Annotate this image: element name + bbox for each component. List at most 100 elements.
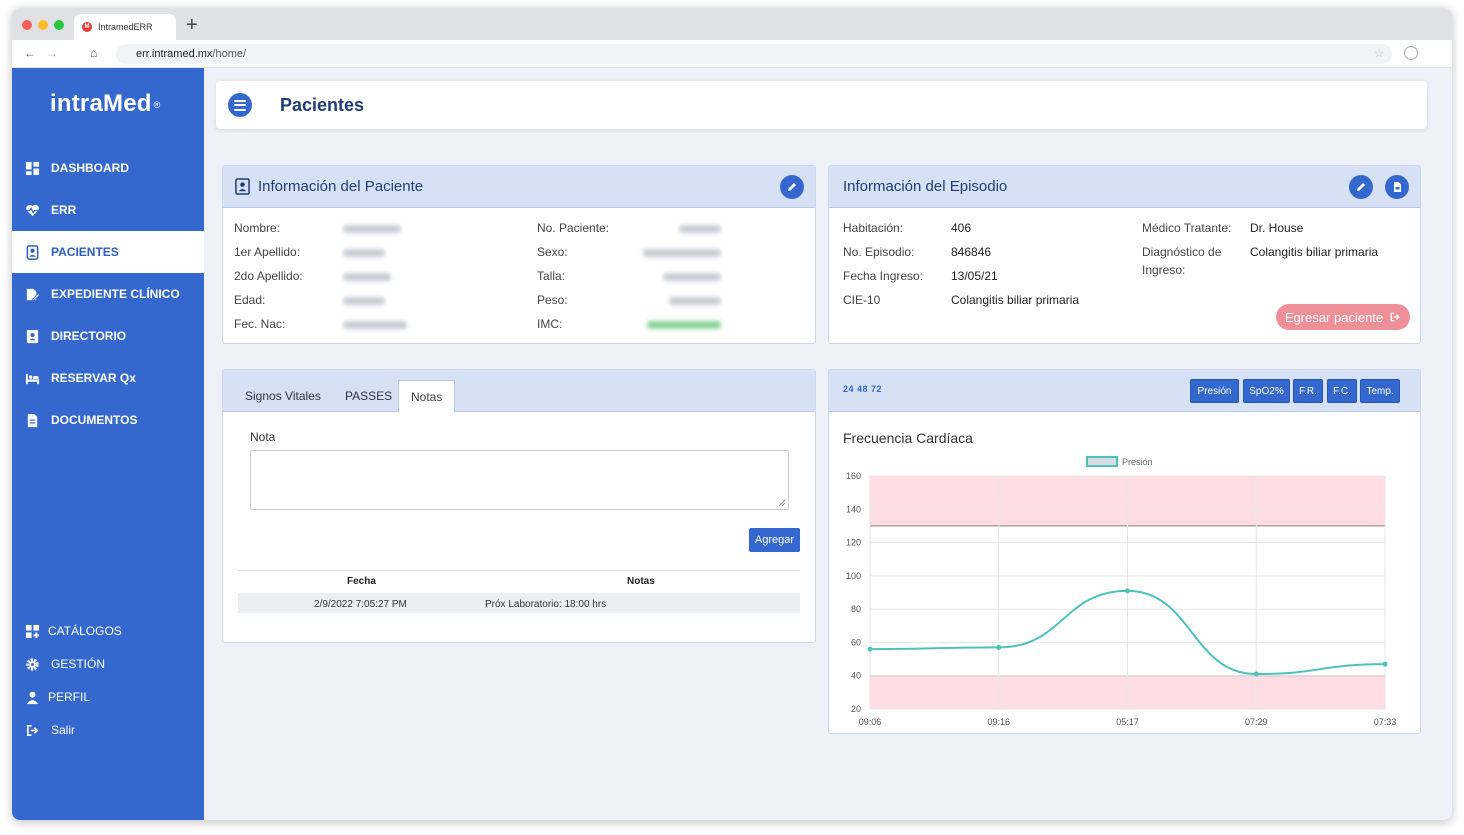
pdf-document-icon — [1394, 182, 1401, 192]
bed-icon — [24, 370, 40, 386]
nota-label: Nota — [250, 430, 276, 444]
x-tick-label: 05:17 — [1116, 717, 1139, 727]
browser-profile-icon[interactable] — [1404, 46, 1418, 60]
sidebar-item-label: GESTIÓN — [51, 657, 106, 671]
data-point — [1125, 588, 1130, 594]
diagnostico-value: Colangitis biliar primaria — [1250, 245, 1379, 259]
patient-info-title: Información del Paciente — [258, 178, 424, 195]
tab-passes[interactable]: PASSES — [345, 389, 393, 403]
sidebar-item-perfil[interactable]: PERFIL — [12, 680, 204, 714]
patient-badge-icon — [24, 244, 40, 260]
menu-toggle-icon[interactable] — [228, 93, 252, 117]
back-arrow-icon[interactable]: ← — [24, 46, 36, 60]
data-point — [1253, 671, 1259, 677]
sidebar-item-catalogos[interactable]: CATÁLOGOS — [12, 614, 204, 648]
sidebar: intraMed ® DASHBOARD ERR PACIENTES EXPEDI… — [12, 68, 204, 820]
sidebar-item-directorio[interactable]: DIRECTORIO — [12, 315, 204, 357]
field-label-talla: Talla: — [537, 269, 566, 283]
field-label-edad: Edad: — [234, 293, 266, 307]
x-tick-label: 07:29 — [1245, 717, 1268, 727]
new-tab-plus-icon[interactable]: + — [186, 14, 198, 36]
blurred-value — [343, 273, 391, 281]
episode-info-title: Información del Episodio — [843, 178, 1008, 195]
heart-rate-chart: Presión 20 40 60 80 100 120 140 160 09:06 09:16 05:… — [846, 456, 1396, 727]
sidebar-item-expediente-clinico[interactable]: EXPEDIENTE CLÍNICO — [12, 273, 204, 315]
browser-tab[interactable]: M IntramedERR — [74, 14, 176, 40]
catalog-grid-icon — [24, 623, 40, 639]
y-tick-label: 140 — [846, 504, 861, 514]
tab-signos-vitales[interactable]: Signos Vitales — [245, 389, 321, 403]
edit-patient-button[interactable] — [780, 175, 804, 199]
legend-swatch — [1086, 456, 1118, 467]
notes-card: Signos Vitales PASSES Notas Nota Agregar… — [222, 369, 816, 643]
minimize-window-button[interactable] — [38, 20, 48, 30]
blurred-value — [669, 297, 721, 305]
maximize-window-button[interactable] — [54, 20, 64, 30]
spo2-button[interactable]: SpO2% — [1243, 379, 1290, 403]
field-label-no-paciente: No. Paciente: — [537, 221, 610, 235]
field-label-sexo: Sexo: — [537, 245, 568, 259]
legend-label: Presión — [1122, 457, 1153, 467]
resize-grip-icon[interactable] — [776, 497, 786, 507]
temp-button[interactable]: Temp. — [1360, 379, 1400, 403]
blurred-value — [343, 321, 407, 329]
y-tick-label: 20 — [851, 704, 861, 714]
blurred-value — [679, 225, 721, 233]
fecha-ingreso-value: 13/05/21 — [951, 269, 998, 283]
edit-episode-button[interactable] — [1349, 175, 1373, 199]
field-label-peso: Peso: — [537, 293, 568, 307]
forward-arrow-icon[interactable]: → — [46, 46, 58, 60]
x-tick-label: 09:06 — [859, 717, 882, 727]
document-icon — [24, 412, 40, 428]
cie-10-value: Colangitis biliar primaria — [951, 293, 1080, 307]
table-row[interactable] — [238, 593, 800, 613]
nota-textarea[interactable] — [250, 450, 789, 510]
medico-tratante-value: Dr. House — [1250, 221, 1304, 235]
fr-button[interactable]: F.R. — [1293, 379, 1323, 403]
sidebar-item-gestion[interactable]: GESTIÓN — [12, 647, 204, 681]
note-date: 2/9/2022 7:05:27 PM — [314, 599, 407, 610]
sidebar-item-dashboard[interactable]: DASHBOARD — [12, 147, 204, 189]
field-label-fecha-ingreso: Fecha Ingreso: — [843, 269, 924, 283]
sidebar-item-salir[interactable]: Salir — [12, 713, 204, 747]
patient-badge-icon — [235, 178, 250, 200]
sidebar-item-err[interactable]: ERR — [12, 189, 204, 231]
episode-info-header: Información del Episodio — [829, 166, 1420, 208]
logo-registered-mark: ® — [153, 99, 161, 110]
data-point — [1382, 661, 1388, 667]
sidebar-item-label: DOCUMENTOS — [51, 413, 138, 427]
egresar-paciente-button[interactable]: Egresar paciente — [1276, 304, 1410, 330]
presion-button[interactable]: Presión — [1190, 379, 1239, 403]
sidebar-item-label: Salir — [51, 723, 76, 737]
patient-info-header: Información del Paciente — [223, 166, 815, 208]
notes-tabs: Signos Vitales PASSES Notas — [223, 370, 815, 412]
address-bar[interactable]: err.intramed.mx/home/ ☆ — [116, 44, 1392, 64]
sidebar-item-reservar-qx[interactable]: RESERVAR Qx — [12, 357, 204, 399]
logout-icon — [24, 722, 40, 738]
tab-notas[interactable]: Notas — [398, 380, 456, 412]
agregar-button[interactable]: Agregar — [749, 528, 800, 552]
field-label-habitacion: Habitación: — [843, 221, 904, 235]
contact-book-icon — [24, 328, 40, 344]
url-path: /home/ — [212, 48, 247, 60]
user-icon — [24, 689, 40, 705]
data-point — [867, 646, 873, 652]
fc-button[interactable]: F.C. — [1327, 379, 1357, 403]
sidebar-item-documentos[interactable]: DOCUMENTOS — [12, 399, 204, 441]
home-icon[interactable]: ⌂ — [90, 46, 98, 60]
vitals-chart-card: 24 48 72 Presión SpO2% F.R. F.C. Temp. F… — [828, 369, 1421, 734]
time-interval-icon[interactable]: 24 48 72 — [843, 384, 883, 394]
close-window-button[interactable] — [22, 20, 32, 30]
url-domain: err.intramed.mx — [136, 48, 213, 60]
blurred-value — [343, 225, 401, 233]
field-label-cie-10: CIE-10 — [843, 293, 881, 307]
vitals-chart-header: 24 48 72 Presión SpO2% F.R. F.C. Temp. — [829, 370, 1420, 412]
browser-tab-bar: M IntramedERR + — [12, 8, 1452, 40]
sidebar-item-label: DASHBOARD — [51, 161, 129, 175]
sidebar-item-pacientes[interactable]: PACIENTES — [12, 231, 204, 273]
bookmark-star-icon[interactable]: ☆ — [1374, 48, 1384, 60]
sidebar-item-label: PACIENTES — [51, 245, 119, 259]
table-header-fecha: Fecha — [347, 576, 376, 587]
pdf-report-button[interactable] — [1385, 175, 1409, 199]
logo-text: intraMed — [50, 90, 152, 117]
